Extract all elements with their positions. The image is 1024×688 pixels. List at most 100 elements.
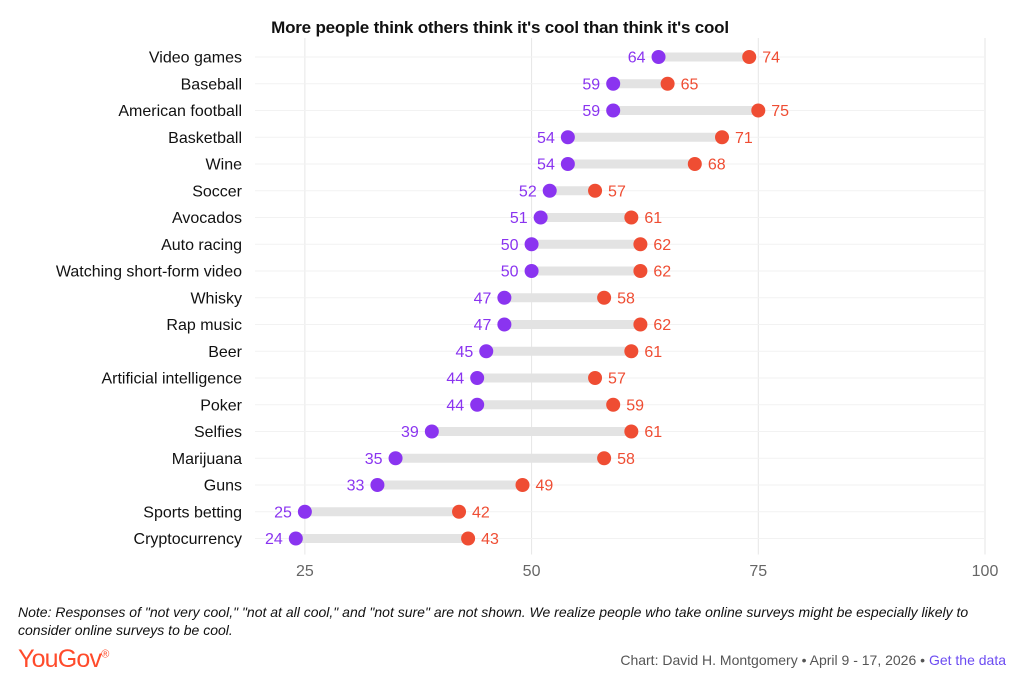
category-label: Beer <box>208 344 242 361</box>
data-label-low: 51 <box>510 210 528 227</box>
point-low <box>542 183 557 198</box>
data-label-high: 49 <box>536 478 554 495</box>
data-label-high: 61 <box>644 210 662 227</box>
point-high <box>452 504 467 519</box>
point-high <box>606 397 621 412</box>
point-high <box>624 210 639 225</box>
point-high <box>624 344 639 359</box>
data-label-high: 57 <box>608 371 626 388</box>
data-label-high: 43 <box>481 531 499 548</box>
point-low <box>606 76 621 91</box>
point-low <box>297 504 312 519</box>
x-tick-label: 100 <box>972 563 999 580</box>
data-label-low: 52 <box>519 183 537 200</box>
category-label: Selfies <box>194 424 242 441</box>
point-low <box>560 157 575 171</box>
data-label-low: 59 <box>582 76 600 93</box>
point-high <box>624 424 639 439</box>
point-low <box>470 397 485 412</box>
category-label: Soccer <box>192 183 242 200</box>
point-low <box>524 237 539 252</box>
x-axis-ticks: 25 50 75 100 <box>296 563 998 580</box>
data-label-high: 62 <box>653 264 671 281</box>
category-labels: Video games Baseball American football Bask… <box>56 50 243 549</box>
category-label: Auto racing <box>161 237 242 254</box>
point-low <box>479 344 494 359</box>
category-label: Basketball <box>168 130 242 147</box>
data-label-low: 25 <box>274 504 292 521</box>
data-label-high: 42 <box>472 504 490 521</box>
point-high <box>715 130 730 145</box>
data-label-high: 71 <box>735 130 753 147</box>
category-label: Poker <box>200 397 242 414</box>
data-label-low: 44 <box>446 397 464 414</box>
dumbbell-chart: 25 50 75 100 Video games Baseball American fo… <box>56 38 998 580</box>
point-high <box>597 290 612 305</box>
data-label-high: 57 <box>608 183 626 200</box>
point-low <box>288 531 303 546</box>
point-high <box>515 478 530 492</box>
point-low <box>370 478 385 492</box>
connectors <box>295 52 759 543</box>
chart-title: More people think others think it's cool… <box>271 18 729 37</box>
point-high <box>461 531 476 546</box>
point-high <box>633 317 648 332</box>
point-high <box>687 157 702 171</box>
point-low <box>388 451 403 466</box>
category-label: Whisky <box>190 290 242 307</box>
category-label: American football <box>118 103 242 120</box>
data-label-low: 59 <box>582 103 600 120</box>
category-label: Cryptocurrency <box>134 531 242 548</box>
data-label-high: 65 <box>681 76 699 93</box>
x-tick-label: 75 <box>749 563 767 580</box>
data-label-high: 59 <box>626 397 644 414</box>
category-label: Marijuana <box>172 451 242 468</box>
data-label-low: 47 <box>474 290 492 307</box>
point-low <box>533 210 548 225</box>
category-label: Video games <box>149 50 242 67</box>
data-points <box>288 50 766 546</box>
logo-text: YouGov <box>18 645 102 673</box>
data-label-low: 64 <box>628 50 646 67</box>
point-low <box>560 130 575 145</box>
data-label-high: 68 <box>708 157 726 174</box>
point-low <box>424 424 439 439</box>
point-high <box>633 264 648 278</box>
point-low <box>606 103 621 118</box>
logo-mark: ® <box>101 648 109 661</box>
data-label-high: 61 <box>644 424 662 441</box>
data-labels: 64 74 59 65 59 75 54 71 54 68 52 57 51 61 50 62 50 62 47 58… <box>265 50 789 549</box>
credit-text: Chart: David H. Montgomery • April 9 - 1… <box>620 652 929 668</box>
point-high <box>660 76 675 91</box>
point-high <box>588 371 603 385</box>
point-high <box>597 451 612 466</box>
point-high <box>588 183 603 198</box>
data-label-low: 33 <box>347 478 365 495</box>
category-label: Rap music <box>166 317 242 334</box>
data-label-low: 54 <box>537 157 555 174</box>
point-high <box>633 237 648 252</box>
data-label-high: 62 <box>653 237 671 254</box>
category-label: Baseball <box>181 76 242 93</box>
point-low <box>470 371 485 385</box>
data-label-low: 50 <box>501 237 519 254</box>
category-label: Watching short-form video <box>56 264 242 281</box>
data-label-low: 45 <box>455 344 473 361</box>
data-label-high: 62 <box>653 317 671 334</box>
data-label-low: 47 <box>474 317 492 334</box>
data-label-high: 58 <box>617 451 635 468</box>
data-label-high: 75 <box>771 103 789 120</box>
data-label-low: 35 <box>365 451 383 468</box>
point-low <box>497 290 512 305</box>
point-low <box>651 50 666 64</box>
data-label-high: 58 <box>617 290 635 307</box>
data-label-high: 74 <box>762 50 780 67</box>
footer-credit: Chart: David H. Montgomery • April 9 - 1… <box>620 652 1006 668</box>
category-label: Wine <box>206 157 243 174</box>
point-low <box>497 317 512 332</box>
category-label: Sports betting <box>143 504 242 521</box>
data-label-low: 44 <box>446 371 464 388</box>
get-the-data-link[interactable]: Get the data <box>928 652 1006 668</box>
yougov-logo[interactable]: YouGov® <box>18 645 109 674</box>
chart-note: Note: Responses of "not very cool," "not… <box>18 604 969 638</box>
